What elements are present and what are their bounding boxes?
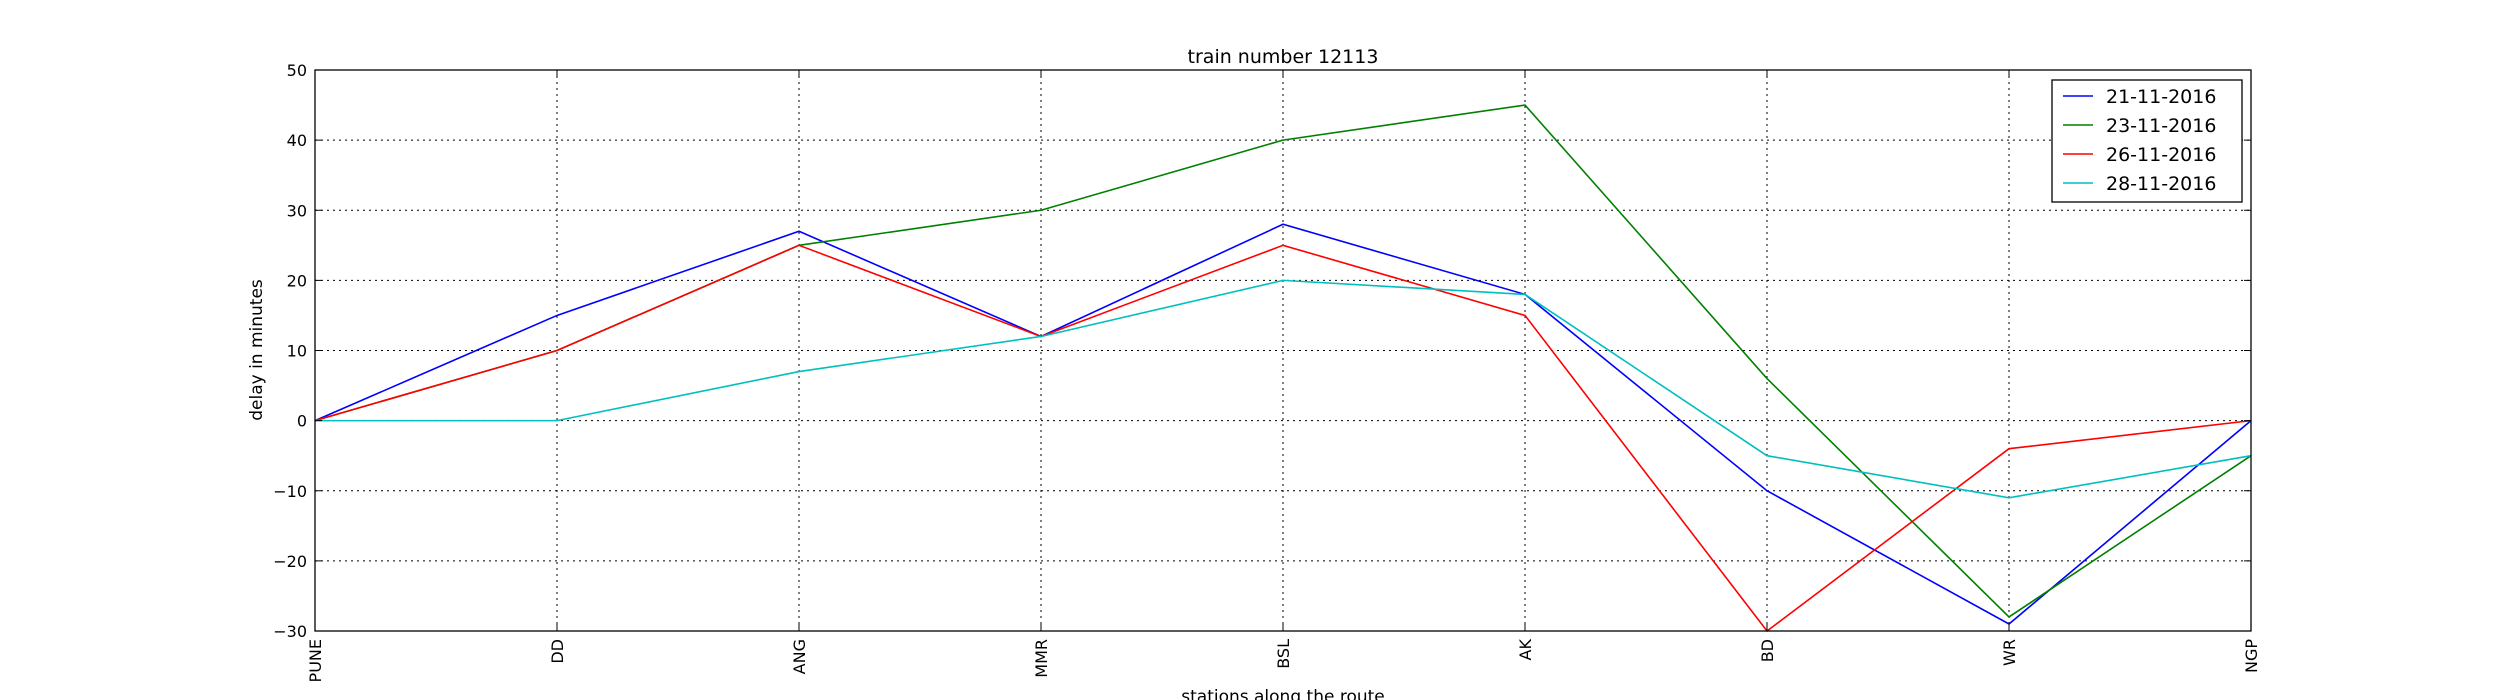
y-axis-label: delay in minutes xyxy=(247,279,267,421)
legend-label: 26-11-2016 xyxy=(2106,144,2216,166)
series-line-2 xyxy=(314,104,2252,619)
x-tick-label: DD xyxy=(548,639,567,664)
y-tick-label: −30 xyxy=(273,622,307,641)
x-tick-label: WR xyxy=(2000,639,2019,666)
x-tick-label: AK xyxy=(1516,638,1535,660)
series-line-4 xyxy=(315,279,2252,499)
legend: 21-11-2016 23-11-2016 26-11-2016 28-11-2016 xyxy=(2051,79,2243,203)
series-line-3 xyxy=(314,244,2252,633)
series-line-1 xyxy=(314,223,2252,625)
y-tick-label: 10 xyxy=(287,342,307,361)
y-tick-label: −20 xyxy=(273,552,307,571)
y-tick-label: 50 xyxy=(287,61,307,80)
legend-box xyxy=(2051,79,2243,203)
x-tick-labels: PUNE DD ANG MMR BSL AK BD WR NGP xyxy=(306,638,2261,682)
y-tick-label: 30 xyxy=(287,201,307,220)
series-lines xyxy=(314,104,2252,633)
legend-label: 28-11-2016 xyxy=(2106,173,2216,195)
legend-label: 21-11-2016 xyxy=(2106,86,2216,108)
ticks xyxy=(314,69,2252,632)
y-tick-label: −10 xyxy=(273,482,307,501)
y-tick-label: 20 xyxy=(287,271,307,290)
x-tick-label: BD xyxy=(1758,639,1777,662)
chart-title: train number 12113 xyxy=(1188,46,1379,68)
x-axis-label: stations along the route xyxy=(1181,687,1385,700)
x-tick-label: NGP xyxy=(2242,639,2261,673)
grid xyxy=(315,70,2251,631)
legend-label: 23-11-2016 xyxy=(2106,115,2216,137)
x-tick-label: PUNE xyxy=(306,639,325,682)
y-tick-label: 0 xyxy=(297,412,307,431)
y-tick-label: 40 xyxy=(287,131,307,150)
x-tick-label: ANG xyxy=(790,639,809,674)
x-tick-label: BSL xyxy=(1274,639,1293,669)
x-tick-label: MMR xyxy=(1032,639,1051,678)
y-tick-labels: 50 40 30 20 10 0 −10 −20 −30 xyxy=(273,61,307,641)
